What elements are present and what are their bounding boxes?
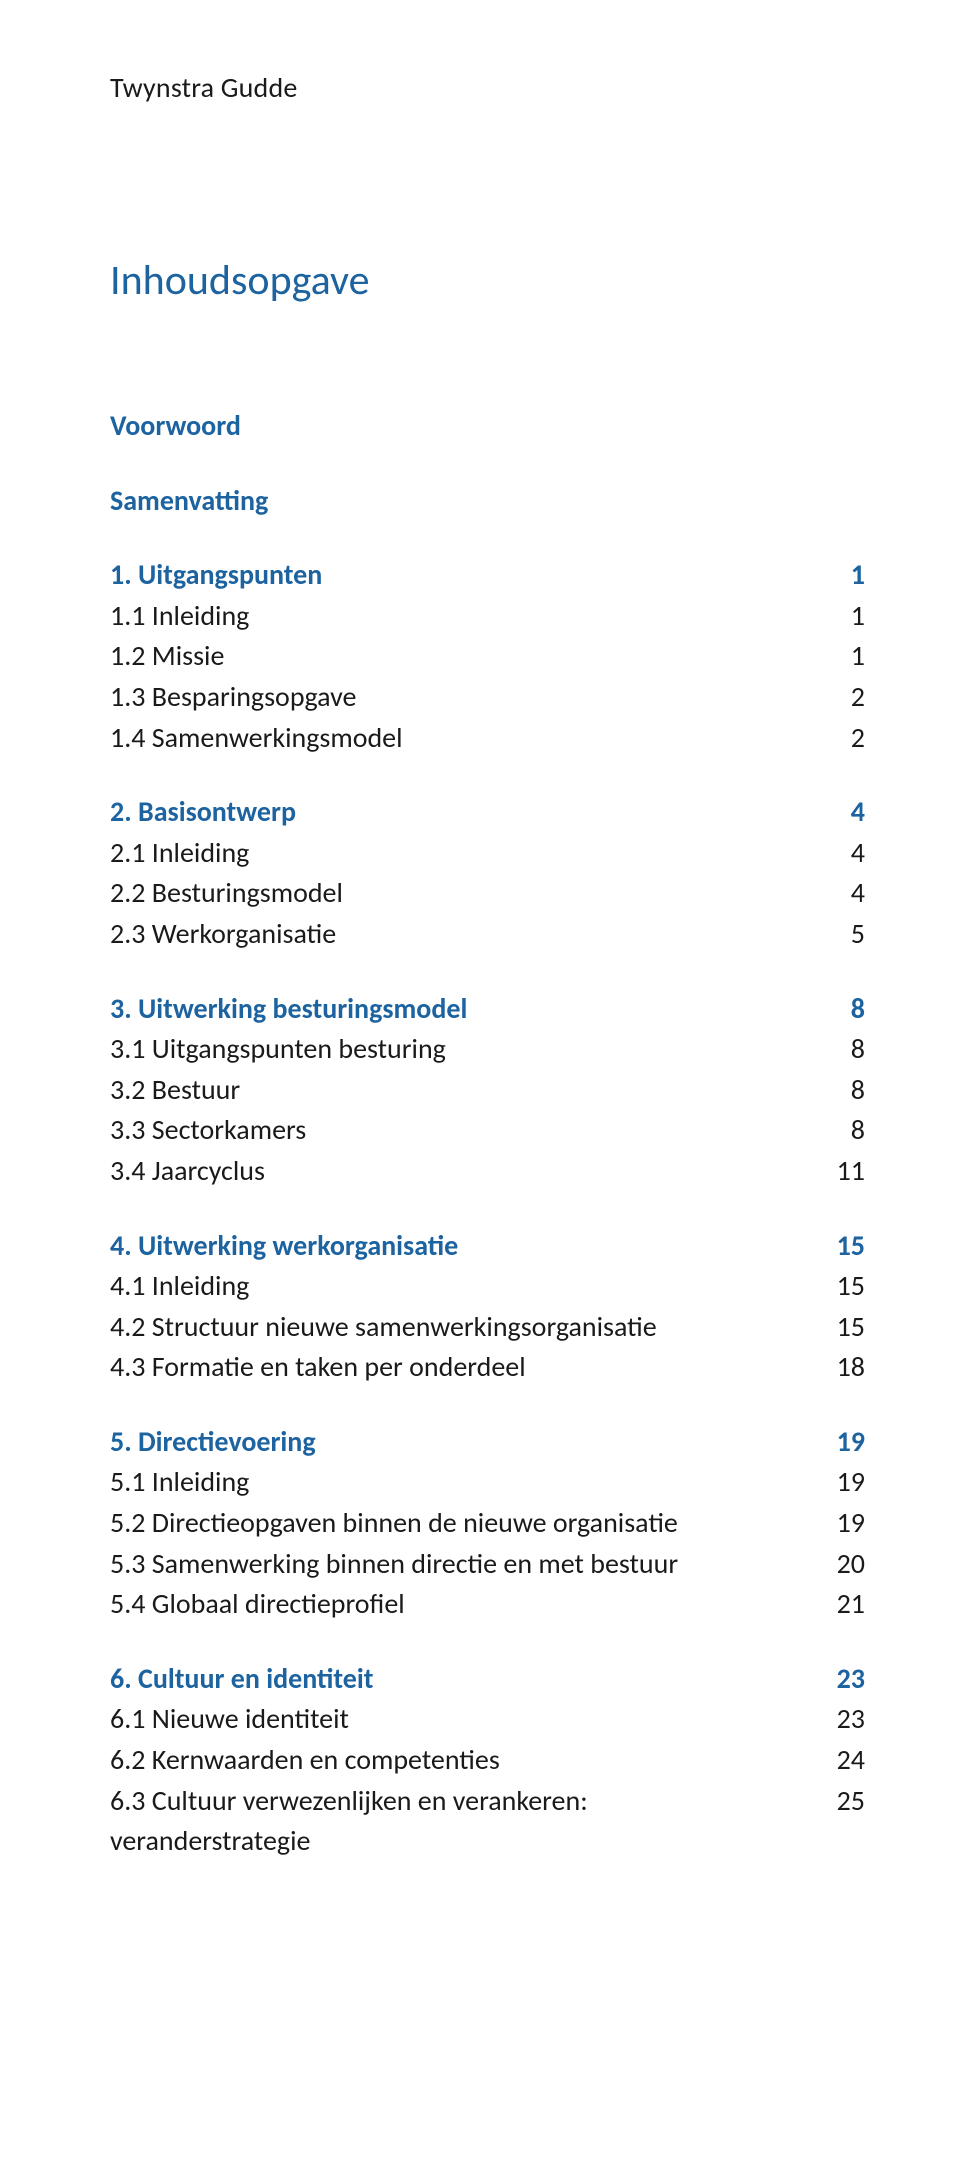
toc-item-label: 6.3 Cultuur verwezenlijken en verankeren… <box>110 1781 805 1862</box>
toc-heading-page: 15 <box>805 1226 865 1267</box>
toc-item-row: 6.1 Nieuwe identiteit 23 <box>110 1699 865 1740</box>
toc-item-row: 4.3 Formatie en taken per onderdeel 18 <box>110 1347 865 1388</box>
toc-item-row: 3.4 Jaarcyclus 11 <box>110 1151 865 1192</box>
toc-item-page: 8 <box>805 1070 865 1111</box>
toc-item-row: 2.2 Besturingsmodel 4 <box>110 873 865 914</box>
toc-section-2: 2. Basisontwerp 4 2.1 Inleiding 4 2.2 Be… <box>110 792 865 954</box>
toc-item-row: 3.2 Bestuur 8 <box>110 1070 865 1111</box>
toc-item-row: 5.4 Globaal directieprofiel 21 <box>110 1584 865 1625</box>
toc-item-label: 1.2 Missie <box>110 636 805 677</box>
toc-item-page: 23 <box>805 1699 865 1740</box>
toc-heading-page: 23 <box>805 1659 865 1700</box>
toc-item-label: 1.3 Besparingsopgave <box>110 677 805 718</box>
toc-item-label: 6.1 Nieuwe identiteit <box>110 1699 805 1740</box>
toc-item-page: 15 <box>805 1307 865 1348</box>
toc-item-page: 5 <box>805 914 865 955</box>
toc-item-page: 24 <box>805 1740 865 1781</box>
page: Twynstra Gudde Inhoudsopgave Voorwoord S… <box>0 0 960 1862</box>
toc-heading-page: 4 <box>805 792 865 833</box>
toc-item-row: 5.2 Directieopgaven binnen de nieuwe org… <box>110 1503 865 1544</box>
toc-item-label: 5.4 Globaal directieprofiel <box>110 1584 805 1625</box>
toc-item-page: 8 <box>805 1110 865 1151</box>
toc-item-label: 4.1 Inleiding <box>110 1266 805 1307</box>
toc-item-page: 1 <box>805 636 865 677</box>
toc-heading-label: 2. Basisontwerp <box>110 792 805 833</box>
toc-item-label: 3.2 Bestuur <box>110 1070 805 1111</box>
toc-section-6: 6. Cultuur en identiteit 23 6.1 Nieuwe i… <box>110 1659 865 1862</box>
toc-heading-page: 1 <box>805 555 865 596</box>
toc-section-1: 1. Uitgangspunten 1 1.1 Inleiding 1 1.2 … <box>110 555 865 758</box>
toc-item-row: 4.1 Inleiding 15 <box>110 1266 865 1307</box>
toc-prelim-row: Voorwoord <box>110 406 865 447</box>
toc-item-page: 21 <box>805 1584 865 1625</box>
toc-item-label: 2.2 Besturingsmodel <box>110 873 805 914</box>
toc-item-label: 2.1 Inleiding <box>110 833 805 874</box>
toc-prelim-block-1: Samenvatting <box>110 481 865 522</box>
toc-item-label: 3.4 Jaarcyclus <box>110 1151 805 1192</box>
toc-item-label: 5.2 Directieopgaven binnen de nieuwe org… <box>110 1503 805 1544</box>
toc-heading-page: 19 <box>805 1422 865 1463</box>
toc-heading-row: 3. Uitwerking besturingsmodel 8 <box>110 989 865 1030</box>
toc-section-3: 3. Uitwerking besturingsmodel 8 3.1 Uitg… <box>110 989 865 1192</box>
toc-item-row: 1.4 Samenwerkingsmodel 2 <box>110 718 865 759</box>
toc-prelim-row: Samenvatting <box>110 481 865 522</box>
toc-item-page: 4 <box>805 873 865 914</box>
toc-item-row: 6.3 Cultuur verwezenlijken en verankeren… <box>110 1781 865 1862</box>
toc-prelim-label: Samenvatting <box>110 481 865 522</box>
toc-item-page: 1 <box>805 596 865 637</box>
toc-heading-label: 5. Directievoering <box>110 1422 805 1463</box>
toc-heading-label: 1. Uitgangspunten <box>110 555 805 596</box>
toc-item-row: 2.1 Inleiding 4 <box>110 833 865 874</box>
toc-item-row: 3.3 Sectorkamers 8 <box>110 1110 865 1151</box>
toc-heading-row: 1. Uitgangspunten 1 <box>110 555 865 596</box>
toc-item-page: 4 <box>805 833 865 874</box>
toc-item-label: 4.3 Formatie en taken per onderdeel <box>110 1347 805 1388</box>
toc-item-page: 11 <box>805 1151 865 1192</box>
toc-item-label: 6.2 Kernwaarden en competenties <box>110 1740 805 1781</box>
toc-section-4: 4. Uitwerking werkorganisatie 15 4.1 Inl… <box>110 1226 865 1388</box>
toc-item-label: 2.3 Werkorganisatie <box>110 914 805 955</box>
toc-item-page: 8 <box>805 1029 865 1070</box>
toc-heading-row: 4. Uitwerking werkorganisatie 15 <box>110 1226 865 1267</box>
toc-item-row: 6.2 Kernwaarden en competenties 24 <box>110 1740 865 1781</box>
toc-heading-row: 6. Cultuur en identiteit 23 <box>110 1659 865 1700</box>
toc-item-label: 1.1 Inleiding <box>110 596 805 637</box>
toc-item-page: 20 <box>805 1544 865 1585</box>
toc-item-row: 1.2 Missie 1 <box>110 636 865 677</box>
toc-item-page: 19 <box>805 1503 865 1544</box>
toc-prelim-label: Voorwoord <box>110 406 865 447</box>
toc-item-label: 3.3 Sectorkamers <box>110 1110 805 1151</box>
toc-item-label: 5.1 Inleiding <box>110 1462 805 1503</box>
toc-item-label: 4.2 Structuur nieuwe samenwerkingsorgani… <box>110 1307 805 1348</box>
toc-item-row: 5.3 Samenwerking binnen directie en met … <box>110 1544 865 1585</box>
document-title: Inhoudsopgave <box>110 255 865 306</box>
toc-item-row: 3.1 Uitgangspunten besturing 8 <box>110 1029 865 1070</box>
toc-item-page: 25 <box>805 1781 865 1822</box>
toc-item-row: 1.1 Inleiding 1 <box>110 596 865 637</box>
brand-logo: Twynstra Gudde <box>110 70 865 105</box>
toc-prelim-block-0: Voorwoord <box>110 406 865 447</box>
toc-item-row: 1.3 Besparingsopgave 2 <box>110 677 865 718</box>
toc-heading-row: 2. Basisontwerp 4 <box>110 792 865 833</box>
toc-heading-label: 3. Uitwerking besturingsmodel <box>110 989 805 1030</box>
toc-item-row: 4.2 Structuur nieuwe samenwerkingsorgani… <box>110 1307 865 1348</box>
toc-item-label: 5.3 Samenwerking binnen directie en met … <box>110 1544 805 1585</box>
toc-item-page: 15 <box>805 1266 865 1307</box>
toc-heading-row: 5. Directievoering 19 <box>110 1422 865 1463</box>
toc-item-row: 2.3 Werkorganisatie 5 <box>110 914 865 955</box>
toc-item-row: 5.1 Inleiding 19 <box>110 1462 865 1503</box>
toc-heading-page: 8 <box>805 989 865 1030</box>
toc-item-page: 2 <box>805 677 865 718</box>
toc-item-page: 18 <box>805 1347 865 1388</box>
toc-section-5: 5. Directievoering 19 5.1 Inleiding 19 5… <box>110 1422 865 1625</box>
toc-item-page: 19 <box>805 1462 865 1503</box>
toc-item-label: 3.1 Uitgangspunten besturing <box>110 1029 805 1070</box>
toc-item-label: 1.4 Samenwerkingsmodel <box>110 718 805 759</box>
toc-heading-label: 6. Cultuur en identiteit <box>110 1659 805 1700</box>
toc-item-page: 2 <box>805 718 865 759</box>
toc-heading-label: 4. Uitwerking werkorganisatie <box>110 1226 805 1267</box>
